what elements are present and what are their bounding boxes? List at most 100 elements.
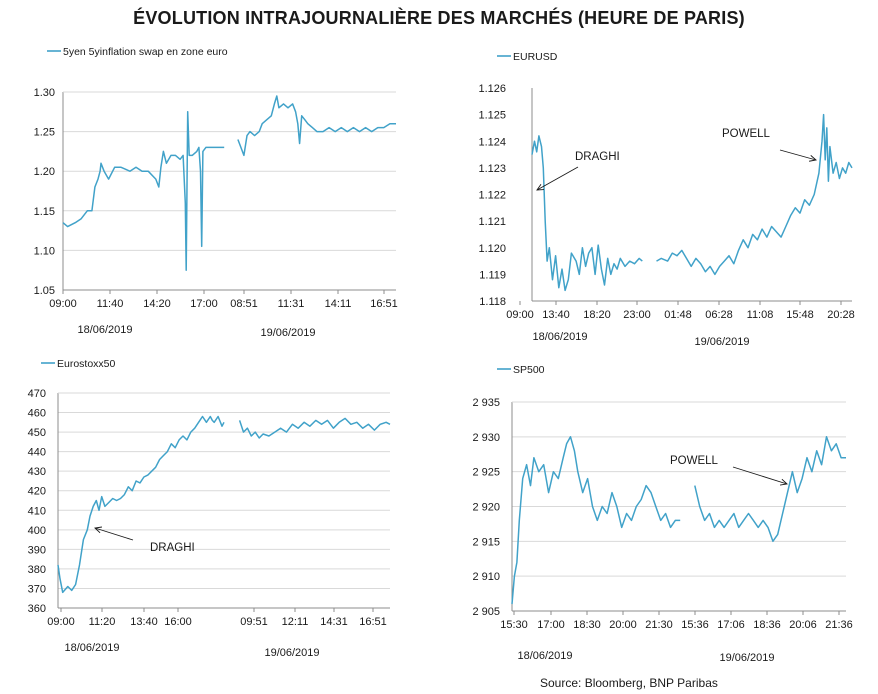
series-line-segment	[62, 111, 225, 271]
y-tick-label: 1.119	[479, 269, 506, 281]
series-line-segment	[694, 436, 846, 543]
x-tick-label: 14:31	[320, 616, 348, 628]
y-tick-label: 410	[28, 505, 46, 517]
x-tick-label: 01:48	[664, 309, 692, 321]
annotation-label: DRAGHI	[150, 542, 195, 554]
y-tick-label: 2 930	[472, 432, 500, 444]
y-tick-label: 460	[28, 408, 46, 420]
x-tick-label: 11:31	[278, 298, 305, 310]
annotation-arrowhead	[94, 526, 102, 534]
x-tick-label: 17:06	[717, 619, 745, 631]
x-tick-label: 15:48	[786, 309, 814, 321]
y-tick-label: 2 905	[472, 606, 500, 618]
day-label: 18/06/2019	[77, 324, 132, 336]
day-label: 18/06/2019	[64, 642, 119, 654]
y-tick-label: 440	[28, 447, 46, 459]
y-tick-label: 400	[28, 525, 46, 537]
day-label: 19/06/2019	[260, 327, 315, 339]
y-tick-label: 1.10	[34, 245, 55, 257]
x-tick-label: 18:30	[573, 619, 601, 631]
y-tick-label: 1.124	[478, 136, 506, 148]
y-tick-label: 2 935	[472, 397, 500, 409]
x-tick-label: 21:30	[645, 619, 673, 631]
y-tick-label: 1.122	[478, 190, 506, 202]
x-tick-label: 09:00	[506, 309, 534, 321]
x-tick-label: 13:40	[542, 309, 570, 321]
y-tick-label: 450	[28, 427, 46, 439]
annotation-arrow	[779, 149, 817, 161]
x-tick-label: 09:00	[49, 298, 77, 310]
series-line-segment	[57, 415, 225, 594]
legend-label: Eurostoxx50	[57, 358, 116, 370]
y-tick-label: 1.123	[478, 163, 506, 175]
x-tick-label: 11:20	[89, 616, 116, 628]
source-note: Source: Bloomberg, BNP Paribas	[540, 676, 718, 690]
y-tick-label: 2 920	[472, 502, 500, 514]
y-tick-label: 1.20	[34, 166, 55, 178]
annotation-label: POWELL	[670, 455, 719, 467]
day-label: 19/06/2019	[694, 336, 749, 348]
series-line-segment	[656, 113, 853, 276]
y-tick-label: 470	[28, 388, 46, 400]
y-tick-label: 1.120	[478, 243, 506, 255]
x-tick-label: 06:28	[705, 309, 733, 321]
x-tick-label: 21:36	[825, 619, 853, 631]
x-tick-label: 17:00	[190, 298, 218, 310]
y-tick-label: 1.15	[34, 206, 55, 218]
y-tick-label: 1.121	[478, 216, 506, 228]
y-tick-label: 2 910	[472, 571, 500, 583]
y-tick-label: 1.126	[478, 83, 506, 95]
x-tick-label: 17:00	[537, 619, 565, 631]
y-tick-label: 390	[28, 544, 46, 556]
annotation-label: DRAGHI	[575, 151, 620, 163]
annotation-label: POWELL	[722, 128, 771, 140]
x-tick-label: 12:11	[282, 616, 309, 628]
series-line-segment	[238, 417, 391, 439]
y-tick-label: 370	[28, 583, 46, 595]
x-tick-label: 18:36	[753, 619, 781, 631]
y-tick-label: 420	[28, 486, 46, 498]
x-tick-label: 20:00	[609, 619, 637, 631]
annotation-arrowhead	[809, 155, 817, 162]
y-tick-label: 360	[28, 603, 46, 615]
x-tick-label: 20:06	[789, 619, 817, 631]
series-line-segment	[511, 436, 681, 605]
legend-label: EURUSD	[513, 51, 558, 63]
x-tick-label: 16:00	[164, 616, 192, 628]
y-tick-label: 1.30	[34, 87, 55, 99]
annotation-arrowhead	[780, 478, 788, 486]
x-tick-label: 23:00	[623, 309, 651, 321]
page-title: ÉVOLUTION INTRAJOURNALIÈRE DES MARCHÉS (…	[133, 8, 745, 28]
y-tick-label: 1.125	[478, 110, 506, 122]
x-tick-label: 09:00	[47, 616, 75, 628]
x-tick-label: 14:11	[325, 298, 352, 310]
y-tick-label: 380	[28, 564, 46, 576]
day-label: 18/06/2019	[517, 650, 572, 662]
series-line-segment	[531, 135, 643, 292]
annotation-arrowhead	[536, 184, 545, 191]
y-tick-label: 430	[28, 466, 46, 478]
x-tick-label: 11:08	[747, 309, 774, 321]
legend-label: SP500	[513, 364, 545, 376]
y-tick-label: 1.05	[34, 285, 55, 297]
x-tick-label: 16:51	[370, 298, 398, 310]
x-tick-label: 13:40	[130, 616, 158, 628]
y-tick-label: 2 925	[472, 467, 500, 479]
x-tick-label: 08:51	[230, 298, 258, 310]
annotation-arrow	[536, 166, 579, 191]
y-tick-label: 1.25	[34, 127, 55, 139]
x-tick-label: 18:20	[583, 309, 611, 321]
day-label: 19/06/2019	[264, 647, 319, 659]
x-tick-label: 15:30	[500, 619, 528, 631]
annotation-arrow	[732, 466, 788, 485]
legend-label: 5yen 5yinflation swap en zone euro	[63, 46, 228, 58]
x-tick-label: 20:28	[827, 309, 855, 321]
x-tick-label: 16:51	[359, 616, 387, 628]
annotation-arrow	[94, 527, 134, 541]
x-tick-label: 09:51	[240, 616, 268, 628]
day-label: 18/06/2019	[532, 331, 587, 343]
